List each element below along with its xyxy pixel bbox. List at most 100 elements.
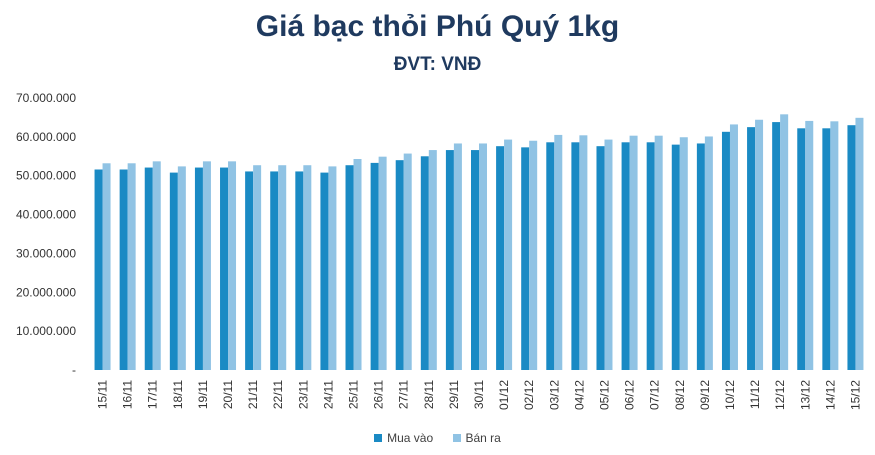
bar-buy [671,144,680,370]
bar-sell [353,159,362,370]
bar-sell [855,117,864,371]
bar-buy [320,172,329,370]
bar-buy [521,147,530,370]
bar-sell [479,143,487,370]
bar-sell [504,139,513,370]
x-tick-label: 09/12 [698,380,712,410]
legend-swatch-buy [374,434,383,442]
bar-sell [378,156,387,370]
y-tick-label: 70.000.000 [16,91,76,105]
chart-subtitle: ĐVT: VNĐ [393,54,482,75]
bar-buy [621,142,630,370]
bar-sell [805,120,814,370]
bar-buy [822,128,831,370]
x-tick-label: 30/11 [472,380,486,409]
x-tick-label: 10/12 [723,380,737,410]
bar-buy [571,142,580,370]
bar-sell [729,124,738,371]
y-tick-label: 40.000.000 [16,208,76,222]
legend-label-sell: Bán ra [465,431,501,445]
x-tick-label: 07/12 [648,380,662,410]
bar-sell [704,136,713,370]
x-tick-label: 25/11 [347,380,361,409]
x-tick-label: 27/11 [397,380,411,409]
x-tick-label: 22/11 [271,380,285,409]
x-tick-label: 04/12 [572,380,586,410]
bar-sell [177,166,186,370]
y-tick-label: 30.000.000 [16,246,76,260]
x-tick-label: 20/11 [221,380,235,409]
x-tick-label: 11/12 [748,380,762,409]
bar-sell [102,163,111,370]
x-tick-label: 28/11 [422,380,436,409]
legend-label-buy: Mua vào [387,431,434,445]
x-tick-label: 03/12 [547,380,561,410]
x-tick-label: 02/12 [522,380,536,410]
x-tick-label: 06/12 [623,380,637,410]
bar-buy [245,171,254,370]
bar-buy [496,146,505,370]
bar-buy [345,165,354,370]
legend-item-sell: Bán ra [452,431,501,445]
bar-buy [119,169,128,370]
bar-buy [144,167,153,370]
bar-sell [780,114,789,370]
bar-buy [471,150,479,370]
bar-sell [755,119,764,370]
y-tick-label: 10.000.000 [16,324,76,338]
bar-sell [604,139,613,370]
x-tick-label: 13/12 [798,380,812,410]
bar-sell [453,143,462,370]
bar-buy [546,142,555,370]
bar-buy [270,171,279,370]
y-tick-label: 60.000.000 [16,130,76,144]
x-tick-label: 19/11 [196,380,210,409]
bar-sell [152,161,161,370]
bar-buy [721,131,730,370]
legend-item-buy: Mua vào [374,431,433,445]
legend: Mua vào Bán ra [0,431,875,445]
x-tick-label: 15/12 [848,380,862,410]
bar-sell [679,137,688,370]
bar-sell [202,161,211,370]
x-tick-label: 24/11 [321,380,335,409]
bar-sell [529,140,538,370]
y-tick-label: 50.000.000 [16,169,76,183]
x-tick-label: 17/11 [146,380,160,409]
bar-buy [747,127,756,371]
bar-buy [772,122,781,370]
x-tick-label: 21/11 [246,380,260,409]
bar-buy [445,150,454,370]
bars [94,114,864,371]
bar-sell [303,165,312,370]
bar-buy [420,156,429,370]
x-tick-label: 18/11 [171,380,185,409]
bar-sell [278,165,287,370]
bar-sell [228,161,237,370]
bar-buy [295,171,304,370]
bar-buy [194,167,203,370]
legend-swatch-sell [452,434,461,442]
bar-sell [428,150,437,370]
bar-sell [629,135,638,370]
x-tick-label: 29/11 [447,380,461,409]
bar-buy [696,143,705,370]
x-axis: 15/11 16/11 17/11 18/11 19/11 20/11 21/11 22/11… [96,380,863,410]
x-tick-label: 14/12 [823,380,837,410]
bar-sell [654,135,663,370]
bar-buy [169,172,178,370]
bar-sell [554,134,563,370]
y-axis: - 10.000.000 20.000.000 30.000.000 40.000.00… [16,91,76,377]
x-tick-label: 01/12 [497,380,511,410]
bar-buy [847,125,856,370]
bar-sell [830,121,839,370]
bar-buy [370,162,379,370]
y-tick-label: 20.000.000 [16,285,76,299]
bar-buy [395,160,404,370]
chart-title: Giá bạc thỏi Phú Quý 1kg [255,10,620,43]
bar-sell [253,165,262,370]
bar-sell [328,166,337,370]
bar-buy [797,128,806,370]
bar-sell [127,163,136,370]
